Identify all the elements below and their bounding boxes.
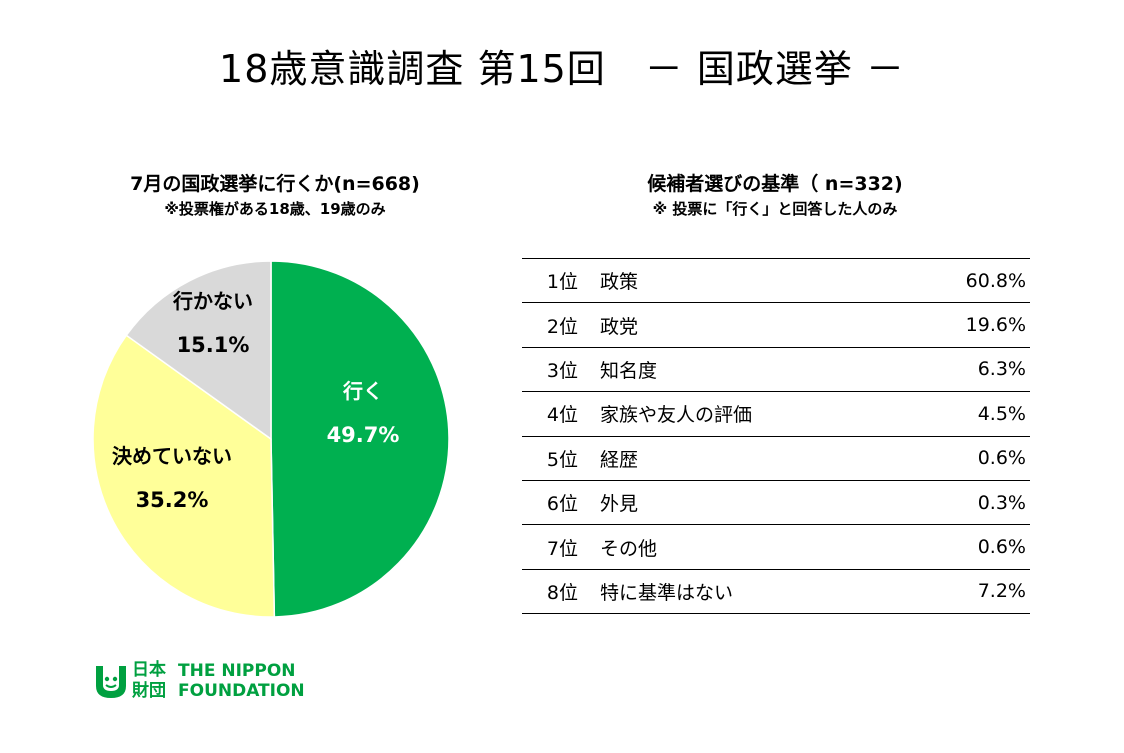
table-row: 1位 政策 60.8% xyxy=(522,259,1030,304)
pie-chart-svg: 行く 49.7% 決めていない 35.2% 行かない 15.1% xyxy=(92,260,450,618)
pie-value-label-2: 35.2% xyxy=(136,488,209,512)
logo-en-line1: THE NIPPON xyxy=(178,661,296,681)
table-row: 8位 特に基準はない 7.2% xyxy=(522,570,1030,615)
table-subtitle: ※ 投票に「行く」と回答した人のみ xyxy=(652,200,898,218)
logo-english-text: THE NIPPON FOUNDATION xyxy=(178,661,305,701)
pie-value-label-1: 49.7% xyxy=(327,423,400,447)
percentage-cell: 0.6% xyxy=(977,447,1026,470)
table-row: 7位 その他 0.6% xyxy=(522,525,1030,570)
criterion-cell: 家族や友人の評価 xyxy=(600,404,753,427)
percentage-cell: 60.8% xyxy=(965,269,1026,292)
rank-cell: 6位 xyxy=(546,493,578,516)
percentage-cell: 19.6% xyxy=(965,314,1026,337)
rank-cell: 8位 xyxy=(546,581,578,604)
pie-chart-title: 7月の国政選挙に行くか(n=668) xyxy=(130,173,420,195)
table-row: 3位 知名度 6.3% xyxy=(522,348,1030,393)
percentage-cell: 0.6% xyxy=(977,536,1026,559)
criterion-cell: 特に基準はない xyxy=(600,581,734,604)
criterion-cell: 政党 xyxy=(600,315,639,338)
criterion-cell: その他 xyxy=(600,537,658,560)
rank-cell: 4位 xyxy=(546,404,578,427)
pie-chart-subtitle: ※投票権がある18歳、19歳のみ xyxy=(164,200,386,218)
rank-cell: 7位 xyxy=(546,537,578,560)
table-row: 2位 政党 19.6% xyxy=(522,303,1030,348)
rank-cell: 1位 xyxy=(546,271,578,294)
logo-jp-line1: 日本 xyxy=(132,660,166,680)
table-header: 候補者選びの基準（ n=332) ※ 投票に「行く」と回答した人のみ xyxy=(520,170,1030,220)
pie-category-label-3: 行かない xyxy=(172,289,253,313)
percentage-cell: 6.3% xyxy=(977,358,1026,381)
criterion-cell: 外見 xyxy=(600,493,639,516)
rank-cell: 5位 xyxy=(546,448,578,471)
pie-slice-2 xyxy=(92,334,276,618)
logo-en-line2: FOUNDATION xyxy=(178,681,305,701)
percentage-cell: 0.3% xyxy=(977,491,1026,514)
pie-category-label-1: 行く xyxy=(342,379,383,403)
pie-value-label-3: 15.1% xyxy=(177,333,250,357)
criterion-cell: 知名度 xyxy=(600,359,658,382)
criterion-cell: 経歴 xyxy=(600,448,639,471)
pie-chart: 行く 49.7% 決めていない 35.2% 行かない 15.1% xyxy=(88,258,454,620)
rank-cell: 3位 xyxy=(546,359,578,382)
logo-japanese-text: 日本 財団 xyxy=(132,660,176,702)
table-row: 6位 外見 0.3% xyxy=(522,481,1030,526)
percentage-cell: 7.2% xyxy=(977,580,1026,603)
pie-slice-3 xyxy=(125,260,272,441)
nippon-foundation-logo: 日本 財団 THE NIPPON FOUNDATION xyxy=(92,660,312,702)
table-title: 候補者選びの基準（ n=332) xyxy=(647,173,903,195)
logo-jp-line2: 財団 xyxy=(132,681,166,701)
percentage-cell: 4.5% xyxy=(977,402,1026,425)
foundation-mark-icon xyxy=(96,666,126,698)
pie-category-label-2: 決めていない xyxy=(112,444,232,468)
pie-slice-1 xyxy=(270,260,450,618)
rank-cell: 2位 xyxy=(546,315,578,338)
page-title: 18歳意識調査 第15回 － 国政選挙 － xyxy=(219,47,905,91)
pie-chart-header: 7月の国政選挙に行くか(n=668) ※投票権がある18歳、19歳のみ xyxy=(60,170,490,220)
ranking-table: 1位 政策 60.8% 2位 政党 19.6% 3位 知名度 6.3% 4位 家族や友人の評価 4.5… xyxy=(522,258,1030,615)
criterion-cell: 政策 xyxy=(600,271,639,294)
table-row: 4位 家族や友人の評価 4.5% xyxy=(522,392,1030,437)
table-row: 5位 経歴 0.6% xyxy=(522,437,1030,481)
